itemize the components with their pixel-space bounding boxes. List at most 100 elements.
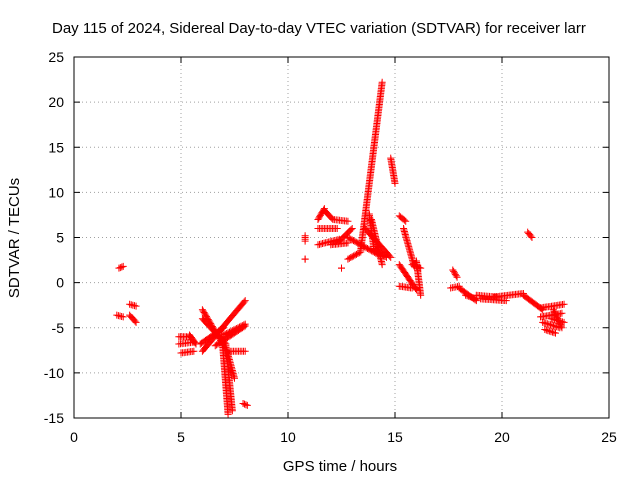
data-point [560,318,568,326]
data-point [528,234,536,241]
data-point [381,252,389,260]
data-point [241,347,249,355]
data-point [541,326,549,334]
data-point [548,328,556,336]
data-point [527,232,535,240]
data-point [378,78,386,86]
data-point [237,322,245,330]
x-tick-label: 10 [280,429,296,445]
data-point [350,252,358,260]
data-point [556,321,564,329]
data-point [234,324,242,332]
data-point [551,309,559,317]
x-axis-label: GPS time / hours [283,458,397,475]
data-point [344,217,352,225]
data-point [348,253,356,261]
data-point [116,264,124,272]
data-point [132,318,140,326]
data-point [333,224,341,232]
data-point [231,374,238,382]
y-tick-label: -15 [44,410,64,426]
data-point [449,266,457,274]
data-point [115,264,123,272]
data-point [552,312,560,320]
data-point [463,292,471,300]
y-tick-label: 15 [48,139,64,155]
data-point [233,324,241,332]
data-point [230,326,238,334]
x-tick-label: 0 [70,429,78,445]
data-point [348,224,356,232]
data-point [556,319,564,327]
data-point [239,400,247,408]
x-tick-label: 25 [601,429,617,445]
data-point [465,292,473,300]
y-tick-label: 5 [56,230,64,246]
data-point [549,306,557,314]
data-point [542,326,550,334]
data-point [452,272,460,280]
data-point [190,347,198,355]
data-point [547,328,555,336]
data-point [344,255,352,263]
y-tick-label: -10 [44,365,64,381]
data-point [338,264,345,272]
data-point [471,294,479,302]
data-point [235,323,243,331]
data-point [354,250,362,258]
x-tick-label: 15 [387,429,403,445]
y-axis-label: SDTVAR / TECUs [6,178,23,298]
data-point [408,284,416,292]
data-point [554,316,562,324]
data-point [417,291,425,299]
data-point [402,217,410,225]
x-tick-label: 20 [494,429,510,445]
data-point [545,327,553,335]
data-point [450,269,458,277]
data-point [347,226,355,234]
data-point [558,324,566,332]
data-points [113,78,568,418]
data-point [555,318,563,326]
y-tick-label: 20 [48,94,64,110]
data-point [240,321,248,329]
x-tick-labels: 0 5 10 15 20 25 [70,429,617,445]
data-point [228,407,236,415]
data-point [550,307,558,315]
data-point [502,297,510,305]
data-point [554,315,562,323]
data-point [240,400,248,408]
data-point [450,267,458,275]
data-point [382,253,390,261]
y-tick-label: 0 [56,275,64,291]
data-point [240,298,248,306]
data-point [453,273,461,281]
y-tick-label: -5 [52,320,65,336]
data-point [227,327,235,335]
data-point [131,317,139,325]
data-point [218,325,226,333]
data-point [552,310,559,318]
data-point [462,291,470,299]
data-point [347,254,355,262]
y-tick-labels: 25 20 15 10 5 0 -5 -10 -15 [44,49,64,426]
data-point [468,293,476,301]
data-point [400,216,408,224]
data-point [544,327,552,335]
y-tick-label: 25 [48,49,64,65]
data-point [119,262,127,270]
data-point [466,293,474,301]
data-point [560,300,568,308]
grid-lines [74,57,609,418]
data-point [345,254,353,262]
data-point [132,302,140,310]
data-point [557,322,565,330]
data-point [119,313,127,321]
data-point [191,339,199,347]
data-point [243,401,251,409]
data-point [391,179,399,187]
data-point [550,329,558,337]
data-point [242,401,250,409]
data-point [352,250,360,258]
x-tick-label: 5 [177,429,185,445]
